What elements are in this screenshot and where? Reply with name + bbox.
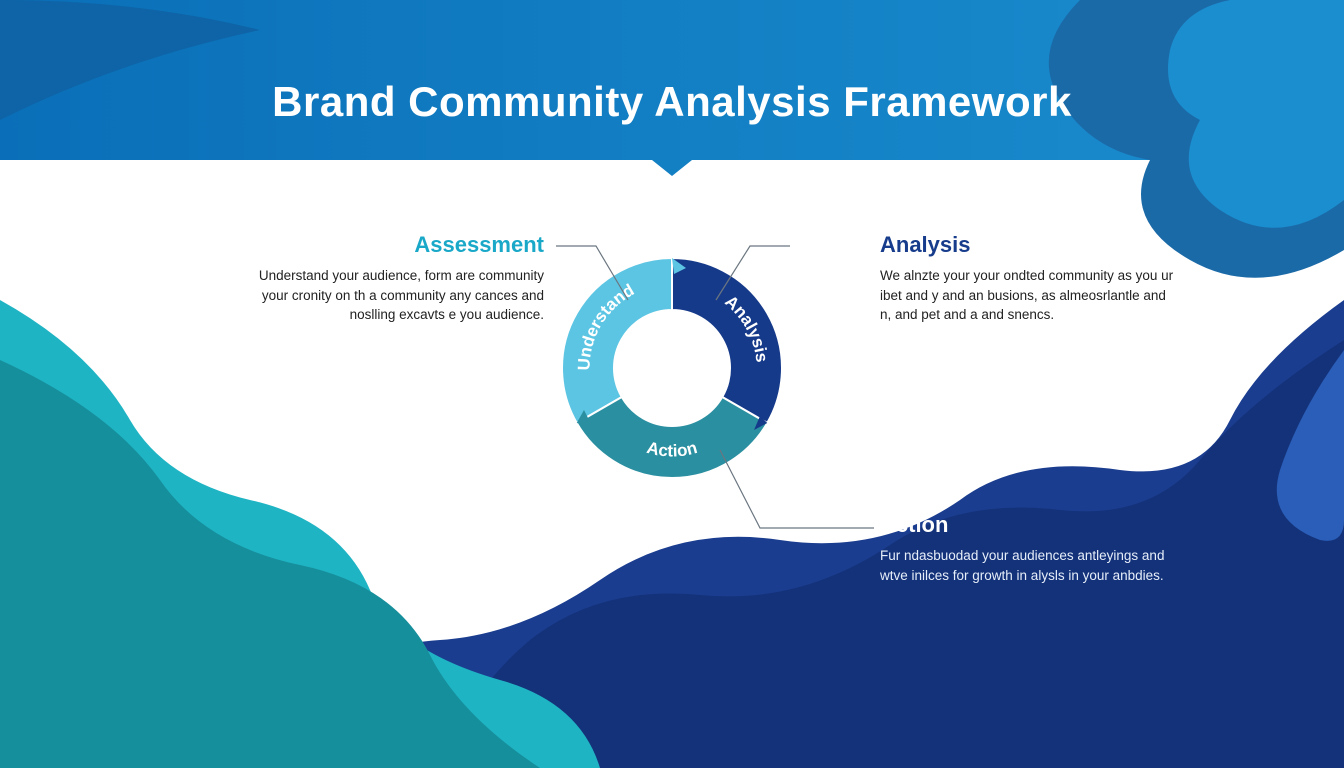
leader-action (0, 0, 1344, 768)
